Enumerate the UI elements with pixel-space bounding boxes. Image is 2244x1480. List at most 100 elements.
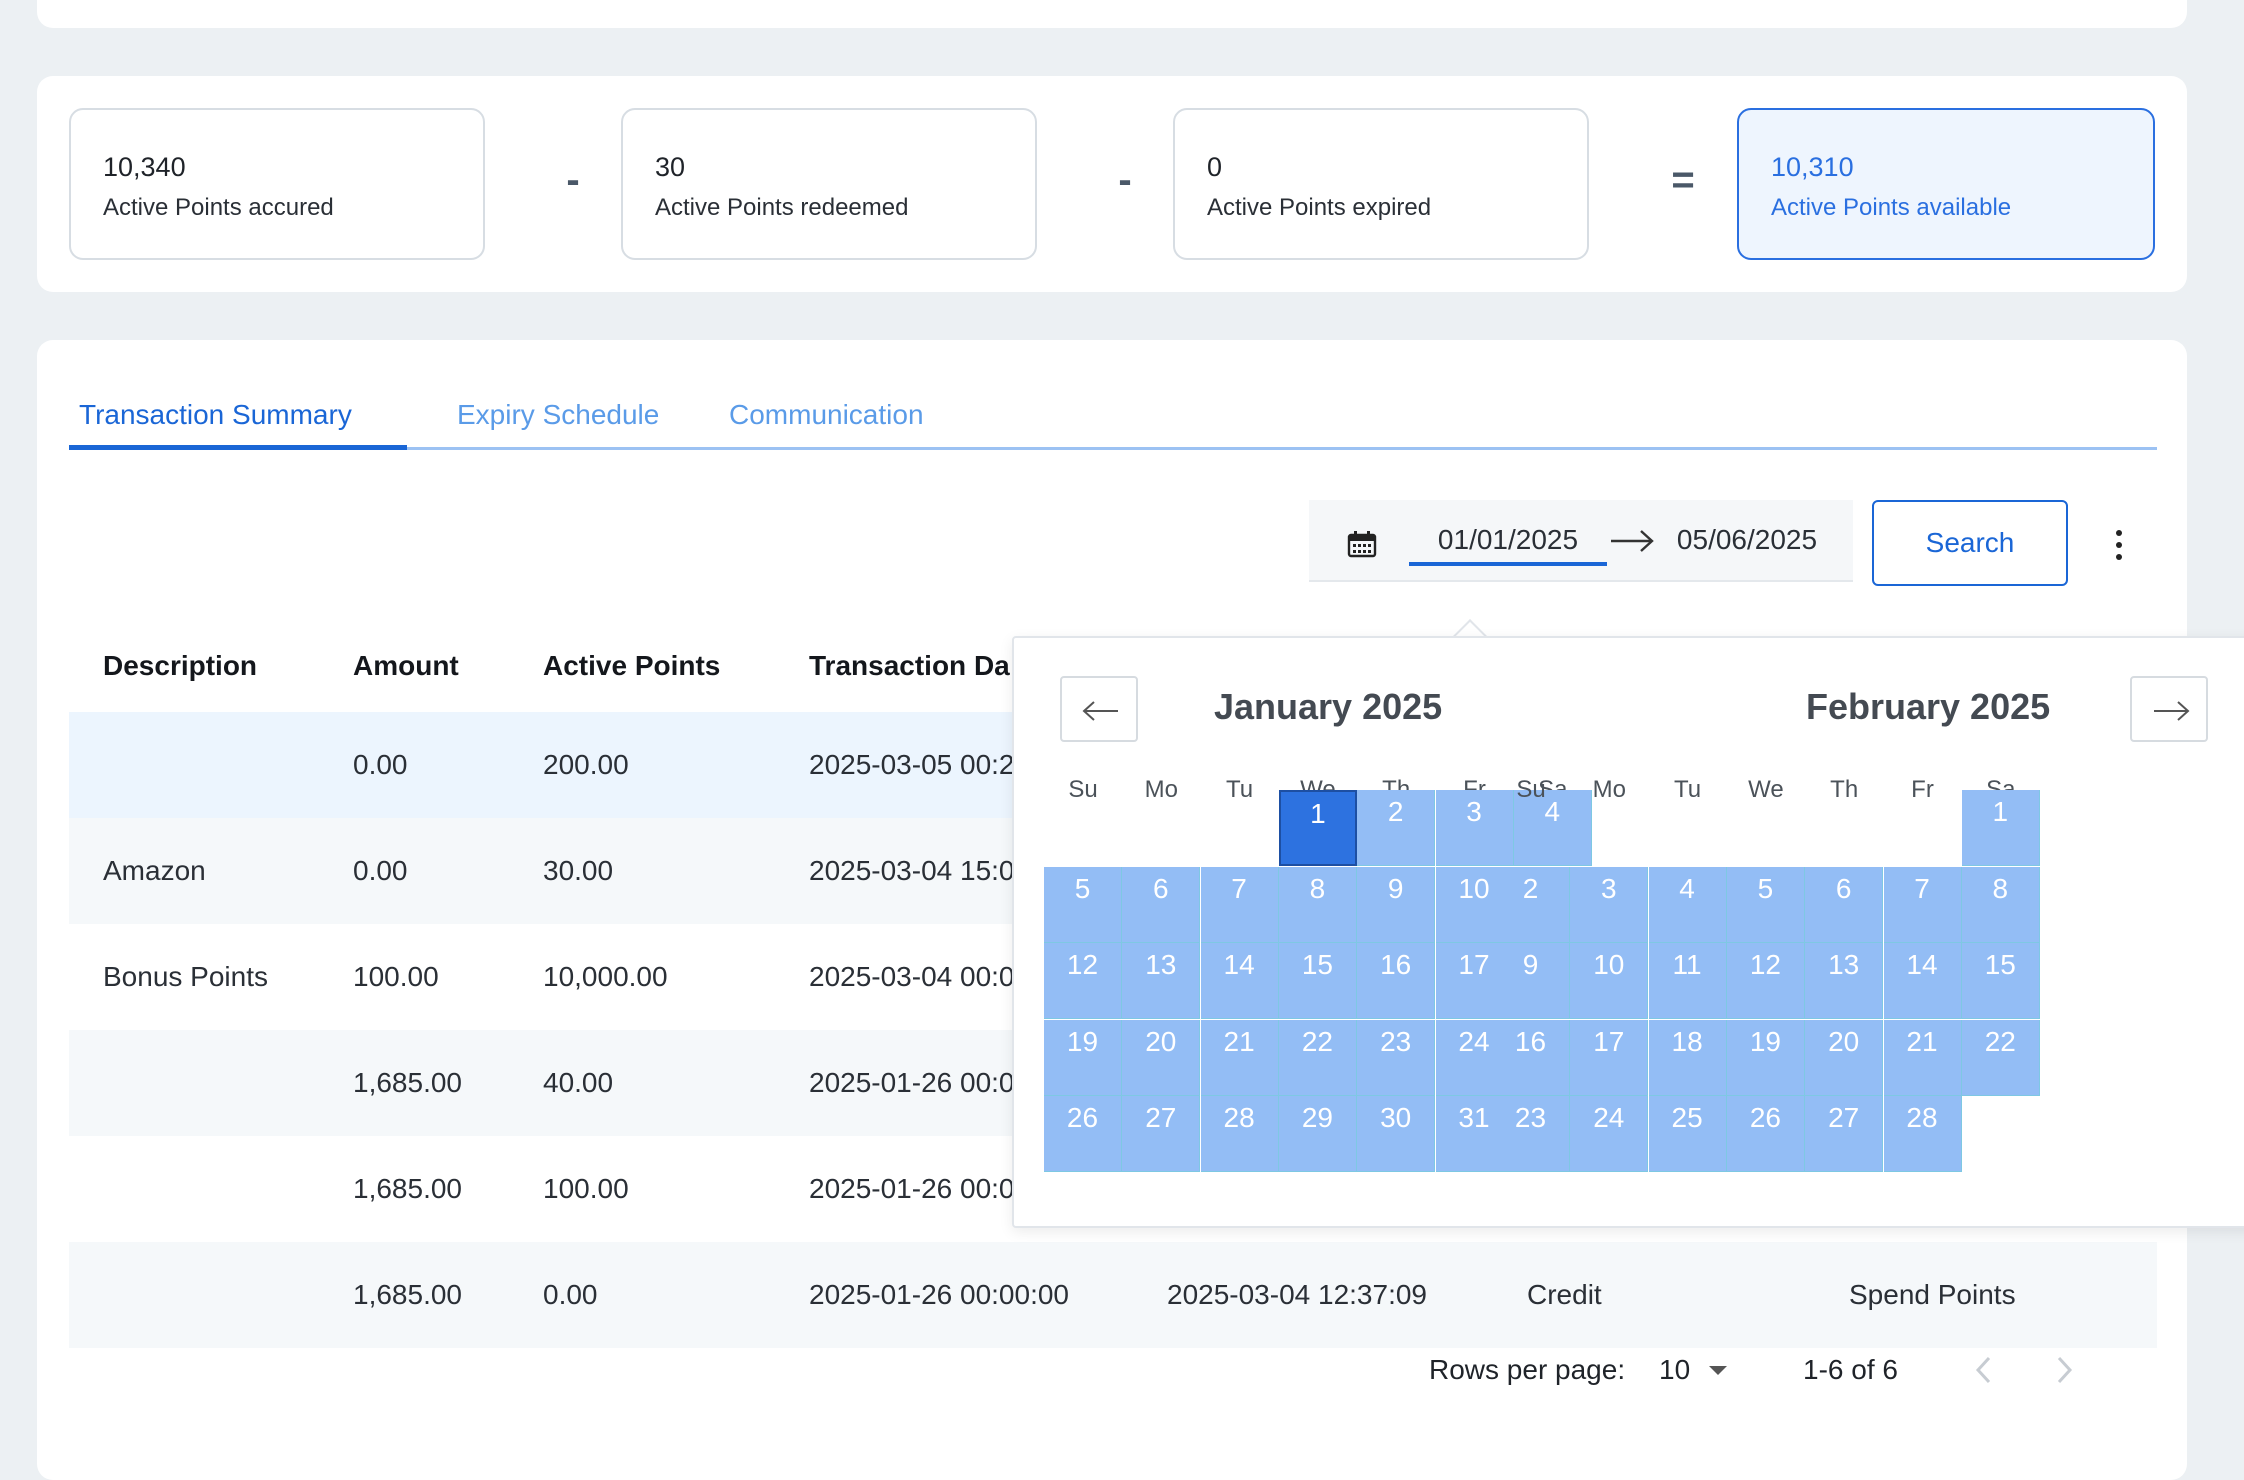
calendar-day[interactable]: 20	[1122, 1019, 1201, 1096]
rows-per-page-select[interactable]: 10	[1659, 1354, 1691, 1385]
calendar-day[interactable]: 11	[1648, 943, 1727, 1019]
tab-expiry-schedule[interactable]: Expiry Schedule	[457, 399, 660, 430]
calendar-day[interactable]: 2	[1492, 866, 1570, 943]
calendar-day[interactable]: 10	[1570, 943, 1649, 1019]
cell-created-date: 2025-03-04 12:37:09	[1167, 1279, 1427, 1310]
column-header-description[interactable]: Description	[103, 650, 258, 681]
caret-down-icon[interactable]	[1709, 1366, 1727, 1375]
calendar-day[interactable]: 7	[1200, 866, 1279, 943]
date-range-calendar: January 2025 February 2025 Su Mo Tu We Th Fr S…	[1012, 636, 2244, 1228]
calendar-day[interactable]: 14	[1200, 943, 1279, 1019]
calendar-day-selected[interactable]: 1	[1278, 790, 1357, 866]
cell-amount: 1,685.00	[353, 1173, 462, 1204]
chevron-left-icon[interactable]	[1969, 1352, 1999, 1388]
weekday-label: Su	[1516, 776, 1546, 803]
table-row[interactable]: 1,685.00 0.00 2025-01-26 00:00:00 2025-0…	[69, 1242, 2157, 1348]
date-range-picker[interactable]: 01/01/2025 05/06/2025	[1309, 500, 1853, 582]
cell-amount: 1,685.00	[353, 1067, 462, 1098]
calendar-day[interactable]: 14	[1883, 943, 1962, 1019]
cell-amount: 0.00	[353, 749, 408, 780]
cell-amount: 0.00	[353, 855, 408, 886]
stat-expired: 0 Active Points expired	[1173, 108, 1589, 260]
column-header-amount[interactable]: Amount	[353, 650, 459, 681]
calendar-day[interactable]: 27	[1122, 1096, 1201, 1172]
search-button[interactable]: Search	[1872, 500, 2068, 586]
next-month-button[interactable]	[2130, 676, 2208, 742]
calendar-day[interactable]: 4	[1513, 790, 1592, 866]
arrow-left-icon	[1082, 701, 1118, 721]
calendar-day[interactable]: 5	[1044, 866, 1122, 943]
tab-communication[interactable]: Communication	[729, 399, 924, 430]
calendar-day[interactable]: 24	[1570, 1096, 1649, 1172]
end-date-input[interactable]: 05/06/2025	[1676, 524, 1818, 555]
calendar-day[interactable]: 12	[1044, 943, 1122, 1019]
calendar-day[interactable]: 4	[1648, 866, 1727, 943]
weekday-label: We	[1748, 776, 1784, 803]
cell-active-points: 10,000.00	[543, 961, 668, 992]
calendar-day[interactable]: 23	[1492, 1096, 1570, 1172]
calendar-day[interactable]: 18	[1648, 1019, 1727, 1096]
calendar-day[interactable]: 28	[1883, 1096, 1962, 1172]
calendar-day[interactable]: 2	[1357, 790, 1436, 866]
calendar-day[interactable]: 9	[1492, 943, 1570, 1019]
column-header-transaction-date[interactable]: Transaction Da	[809, 650, 1010, 681]
calendar-day[interactable]: 16	[1357, 943, 1436, 1019]
calendar-day[interactable]: 6	[1805, 866, 1884, 943]
calendar-day[interactable]: 19	[1726, 1019, 1805, 1096]
more-options-icon[interactable]	[2111, 530, 2127, 562]
calendar-day[interactable]: 8	[1278, 866, 1357, 943]
cell-active-points: 100.00	[543, 1173, 629, 1204]
calendar-day[interactable]: 25	[1648, 1096, 1727, 1172]
calendar-day[interactable]: 22	[1278, 1019, 1357, 1096]
arrow-right-icon	[1611, 530, 1654, 552]
calendar-day[interactable]: 27	[1805, 1096, 1884, 1172]
calendar-day[interactable]: 30	[1357, 1096, 1436, 1172]
cell-transaction-date: 2025-03-05 00:2	[809, 749, 1015, 780]
calendar-day[interactable]: 8	[1961, 866, 2040, 943]
calendar-day[interactable]: 22	[1961, 1019, 2040, 1096]
cell-transaction-date: 2025-03-04 00:0	[809, 961, 1015, 992]
stat-available-value: 10,310	[1771, 152, 1854, 182]
chevron-right-icon[interactable]	[2049, 1352, 2079, 1388]
calendar-icon[interactable]	[1347, 530, 1377, 558]
calendar-day[interactable]: 1	[1961, 790, 2040, 866]
calendar-day[interactable]: 15	[1961, 943, 2040, 1019]
calendar-day[interactable]: 3	[1435, 790, 1514, 866]
calendar-day[interactable]: 21	[1883, 1019, 1962, 1096]
start-date-input[interactable]: 01/01/2025	[1409, 520, 1607, 566]
calendar-day[interactable]: 5	[1726, 866, 1805, 943]
calendar-day[interactable]: 12	[1726, 943, 1805, 1019]
tab-transaction-summary[interactable]: Transaction Summary	[79, 399, 352, 430]
calendar-day[interactable]: 3	[1570, 866, 1649, 943]
calendar-day[interactable]: 26	[1726, 1096, 1805, 1172]
cell-active-points: 0.00	[543, 1279, 598, 1310]
calendar-day[interactable]: 9	[1357, 866, 1436, 943]
calendar-day[interactable]: 6	[1122, 866, 1201, 943]
arrow-right-icon	[2154, 701, 2190, 721]
equals-operator: =	[1671, 158, 1695, 202]
points-summary-card: 10,340 Active Points accured - 30 Active…	[37, 76, 2187, 292]
previous-month-button[interactable]	[1060, 676, 1138, 742]
calendar-day[interactable]: 23	[1357, 1019, 1436, 1096]
cell-active-points: 30.00	[543, 855, 614, 886]
cell-description: Amazon	[103, 855, 206, 886]
calendar-day[interactable]: 19	[1044, 1019, 1122, 1096]
calendar-day[interactable]: 13	[1122, 943, 1201, 1019]
calendar-day[interactable]: 16	[1492, 1019, 1570, 1096]
table-row[interactable]: 1,685.00 100.00 2025-01-26 00:0	[69, 1136, 2157, 1242]
calendar-day[interactable]: 7	[1883, 866, 1962, 943]
minus-operator: -	[1118, 158, 1132, 202]
weekday-label: Th	[1830, 776, 1859, 803]
calendar-day[interactable]: 21	[1200, 1019, 1279, 1096]
calendar-day[interactable]: 17	[1570, 1019, 1649, 1096]
table-row[interactable]: Bonus Points 100.00 10,000.00 2025-03-04…	[69, 924, 2157, 1030]
stat-available-label: Active Points available	[1771, 194, 2012, 221]
calendar-day[interactable]: 13	[1805, 943, 1884, 1019]
calendar-day[interactable]: 28	[1200, 1096, 1279, 1172]
stat-accrued-label: Active Points accured	[103, 194, 334, 221]
column-header-active-points[interactable]: Active Points	[543, 650, 721, 681]
calendar-day[interactable]: 20	[1805, 1019, 1884, 1096]
calendar-day[interactable]: 26	[1044, 1096, 1122, 1172]
calendar-day[interactable]: 15	[1278, 943, 1357, 1019]
calendar-day[interactable]: 29	[1278, 1096, 1357, 1172]
